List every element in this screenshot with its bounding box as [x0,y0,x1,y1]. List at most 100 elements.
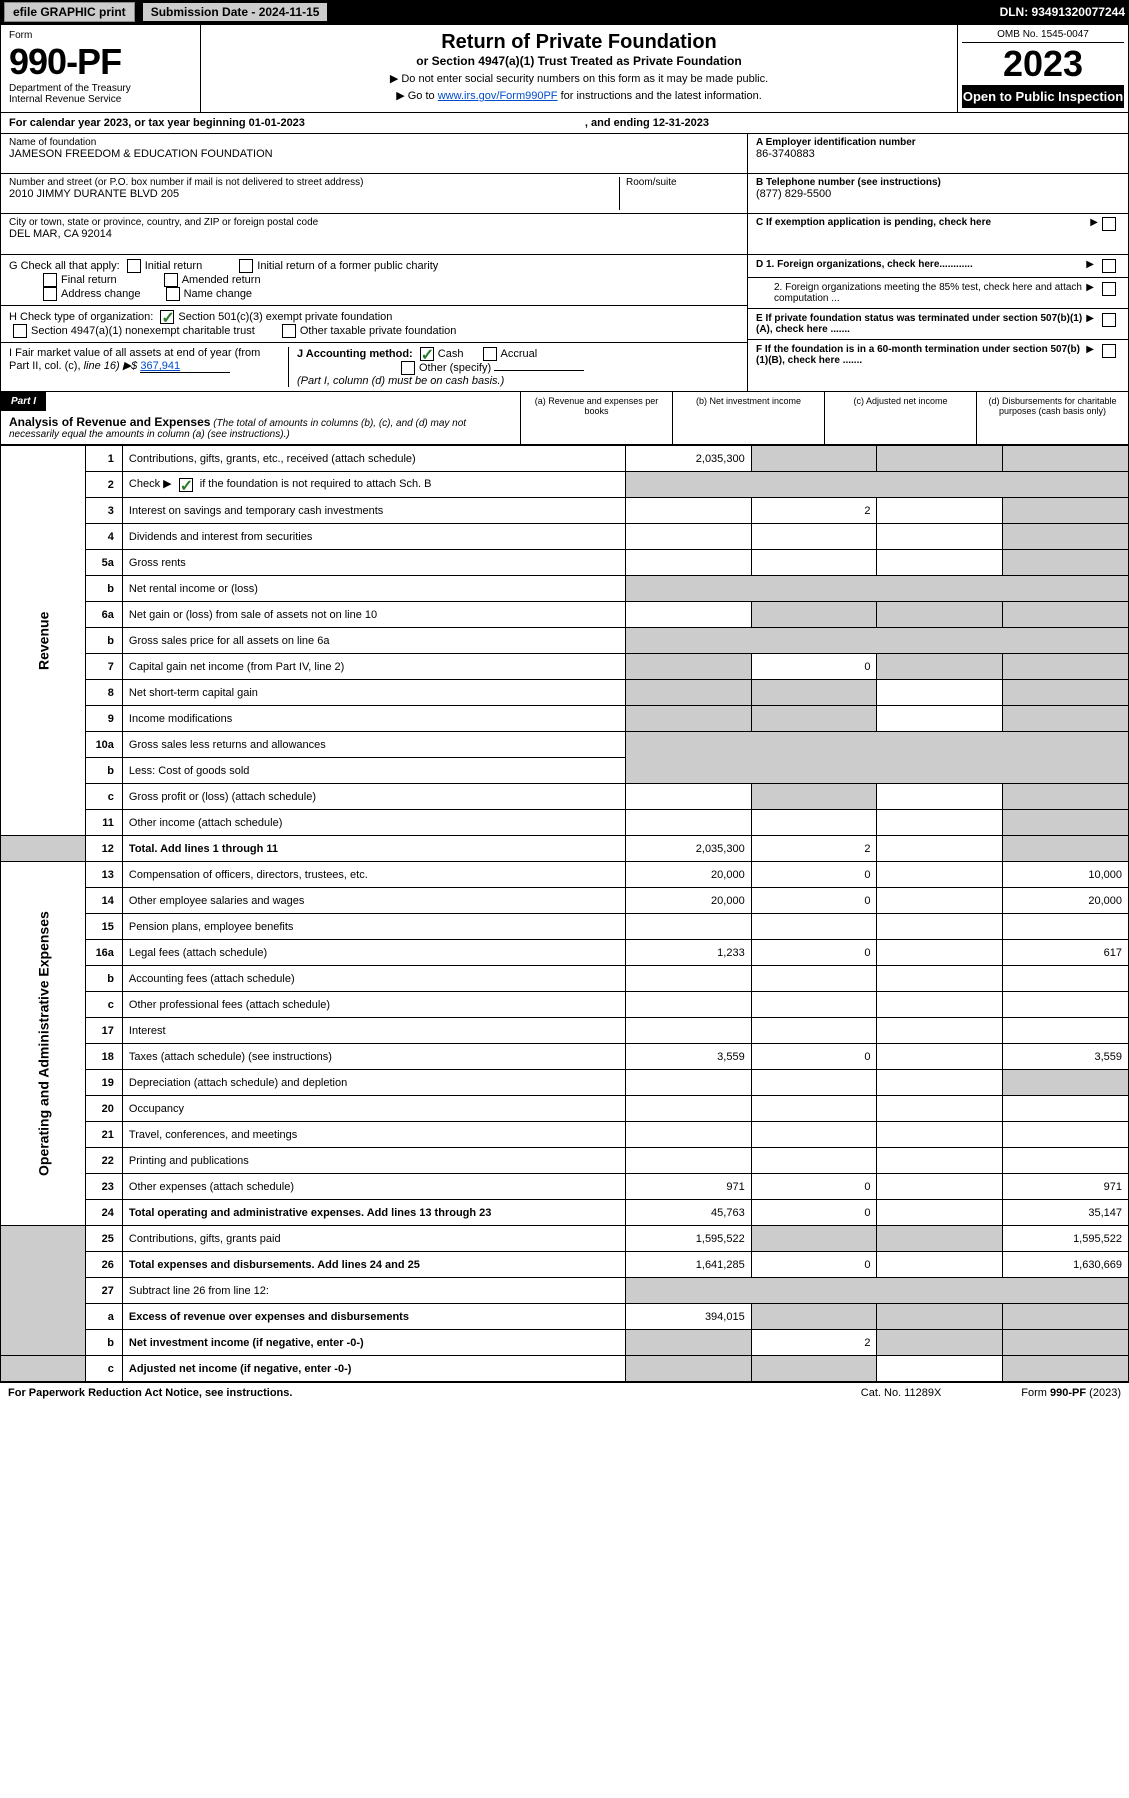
row-num: 13 [85,862,122,888]
cell-a: 1,595,522 [625,1226,751,1252]
cell-d [1003,680,1129,706]
row-desc: Other expenses (attach schedule) [122,1174,625,1200]
row-desc: Adjusted net income (if negative, enter … [122,1356,625,1382]
cell-b [751,706,877,732]
table-row: cOther professional fees (attach schedul… [1,992,1129,1018]
tax-year: 2023 [962,43,1124,85]
irs-label: Internal Revenue Service [9,94,192,105]
row-num: 21 [85,1122,122,1148]
cell-c [877,1252,1003,1278]
row-num: b [85,576,122,602]
row-num: 26 [85,1252,122,1278]
row-num: b [85,1330,122,1356]
cell-a [625,1096,751,1122]
cell-a: 20,000 [625,862,751,888]
instr-2: ▶ Go to www.irs.gov/Form990PF for instru… [213,89,945,102]
cell-b [751,1096,877,1122]
g-final-checkbox[interactable] [43,273,57,287]
cell-d [1003,784,1129,810]
form-label: Form [9,30,32,41]
row-desc: Other employee salaries and wages [122,888,625,914]
cell-b: 2 [751,836,877,862]
row-desc: Occupancy [122,1096,625,1122]
h-row: H Check type of organization: Section 50… [1,306,747,343]
h-other-checkbox[interactable] [282,324,296,338]
row-desc: Net rental income or (loss) [122,576,625,602]
e-checkbox[interactable] [1102,313,1116,327]
table-row: 15Pension plans, employee benefits [1,914,1129,940]
j-accrual-label: Accrual [501,348,538,360]
h-4947-checkbox[interactable] [13,324,27,338]
g-initial-former-checkbox[interactable] [239,259,253,273]
entity-info-right: A Employer identification number 86-3740… [748,134,1128,254]
cell-a: 1,233 [625,940,751,966]
row-num: 1 [85,446,122,472]
cell-c [877,680,1003,706]
cell-d [1003,550,1129,576]
cell-a: 20,000 [625,888,751,914]
cell-c [877,940,1003,966]
cell-b: 2 [751,498,877,524]
cell-d [1003,1070,1129,1096]
omb-number: OMB No. 1545-0047 [962,29,1124,43]
j-cash-checkbox[interactable] [420,347,434,361]
cell-a [625,654,751,680]
cell-d [1003,992,1129,1018]
row-desc: Compensation of officers, directors, tru… [122,862,625,888]
cell-a [625,524,751,550]
schb-checkbox[interactable] [179,478,193,492]
row-desc: Dividends and interest from securities [122,524,625,550]
addr-value: 2010 JIMMY DURANTE BLVD 205 [9,188,179,200]
table-row: 4Dividends and interest from securities [1,524,1129,550]
cell-grey [625,628,1128,654]
cell-c [877,1226,1003,1252]
row-desc: Legal fees (attach schedule) [122,940,625,966]
row-desc: Taxes (attach schedule) (see instruction… [122,1044,625,1070]
table-row: 14Other employee salaries and wages20,00… [1,888,1129,914]
cell-c [877,784,1003,810]
header-mid: Return of Private Foundation or Section … [201,25,958,112]
f-checkbox[interactable] [1102,344,1116,358]
col-d-header: (d) Disbursements for charitable purpose… [977,392,1128,444]
row-num: 25 [85,1226,122,1252]
row-num: c [85,784,122,810]
i-value[interactable]: 367,941 [140,360,230,373]
j-label: J Accounting method: [297,348,413,360]
col-a-header: (a) Revenue and expenses per books [521,392,673,444]
d2-checkbox[interactable] [1102,282,1116,296]
city-cell: City or town, state or province, country… [1,214,747,254]
g-amended-checkbox[interactable] [164,273,178,287]
d1-label: D 1. Foreign organizations, check here..… [756,259,973,270]
j-other-checkbox[interactable] [401,361,415,375]
cell-c [877,1018,1003,1044]
table-row: 21Travel, conferences, and meetings [1,1122,1129,1148]
name-cell: Name of foundation JAMESON FREEDOM & EDU… [1,134,747,174]
table-row: 12Total. Add lines 1 through 112,035,300… [1,836,1129,862]
cell-b [751,810,877,836]
side-gap [1,836,86,862]
row-num: 10a [85,732,122,758]
cell-c [877,1148,1003,1174]
row-desc: Contributions, gifts, grants, etc., rece… [122,446,625,472]
g-initial-checkbox[interactable] [127,259,141,273]
cell-b: 0 [751,888,877,914]
table-row: 3Interest on savings and temporary cash … [1,498,1129,524]
instr-2-suffix: for instructions and the latest informat… [558,90,762,102]
row-desc: Interest on savings and temporary cash i… [122,498,625,524]
j-accrual-checkbox[interactable] [483,347,497,361]
cell-c [877,550,1003,576]
city-label: City or town, state or province, country… [9,217,739,228]
cell-d [1003,836,1129,862]
c-checkbox[interactable] [1102,217,1116,231]
table-row: 5aGross rents [1,550,1129,576]
cell-c [877,1304,1003,1330]
g-addr-checkbox[interactable] [43,287,57,301]
cell-c [877,836,1003,862]
d1-checkbox[interactable] [1102,259,1116,273]
instr-2-prefix: ▶ Go to [396,90,437,102]
irs-link[interactable]: www.irs.gov/Form990PF [438,90,558,102]
g-name-checkbox[interactable] [166,287,180,301]
efile-print-button[interactable]: efile GRAPHIC print [4,2,135,22]
checks-left: G Check all that apply: Initial return I… [1,255,748,391]
h-501c3-checkbox[interactable] [160,310,174,324]
